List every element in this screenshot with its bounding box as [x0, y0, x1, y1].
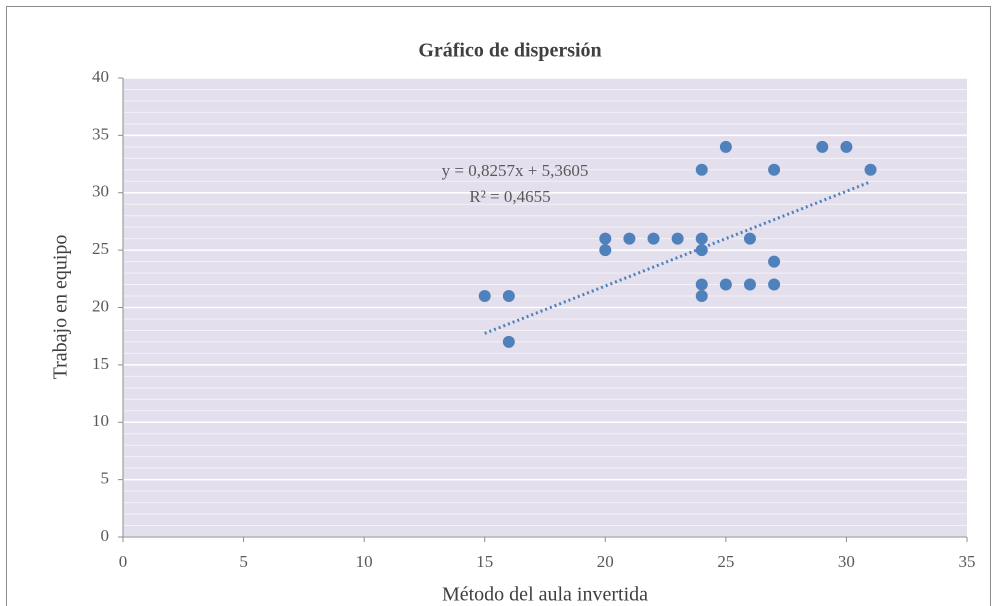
x-tick-label: 5 [239, 552, 248, 571]
y-tick-label: 20 [92, 296, 109, 315]
y-tick-label: 10 [92, 411, 109, 430]
x-tick-label: 25 [717, 552, 734, 571]
point [502, 290, 515, 303]
trendline [484, 180, 872, 335]
point [768, 163, 781, 176]
x-tick-label: 10 [356, 552, 373, 571]
point [478, 290, 491, 303]
point [768, 278, 781, 291]
y-tick-label: 5 [101, 469, 110, 488]
point [840, 140, 853, 153]
y-tick-label: 40 [92, 67, 109, 86]
point [743, 278, 756, 291]
point [719, 278, 732, 291]
plot-area [123, 77, 967, 538]
x-tick-label: 20 [597, 552, 614, 571]
point [671, 232, 684, 245]
point [502, 335, 515, 348]
y-tick-label: 0 [101, 526, 110, 545]
point [599, 244, 612, 257]
x-axis-title: Método del aula invertida [442, 584, 648, 606]
x-tick-label: 0 [119, 552, 128, 571]
point [864, 163, 877, 176]
point [768, 255, 781, 268]
y-tick-label: 30 [92, 182, 109, 201]
point [816, 140, 829, 153]
trendline-equation: y = 0,8257x + 5,3605 [442, 161, 589, 180]
y-tick-label: 15 [92, 354, 109, 373]
point [695, 290, 708, 303]
point [719, 140, 732, 153]
point [695, 163, 708, 176]
y-tick-label: 35 [92, 124, 109, 143]
point [695, 278, 708, 291]
point [695, 244, 708, 257]
chart-title: Gráfico de dispersión [418, 40, 601, 62]
x-tick-label: 35 [959, 552, 976, 571]
point [647, 232, 660, 245]
point [623, 232, 636, 245]
trendline-r2: R² = 0,4655 [469, 187, 550, 206]
x-tick-label: 15 [476, 552, 493, 571]
x-tick-label: 30 [838, 552, 855, 571]
y-axis-title: Trabajo en equipo [50, 235, 72, 380]
point [743, 232, 756, 245]
y-tick-label: 25 [92, 239, 109, 258]
point [599, 232, 612, 245]
point [695, 232, 708, 245]
